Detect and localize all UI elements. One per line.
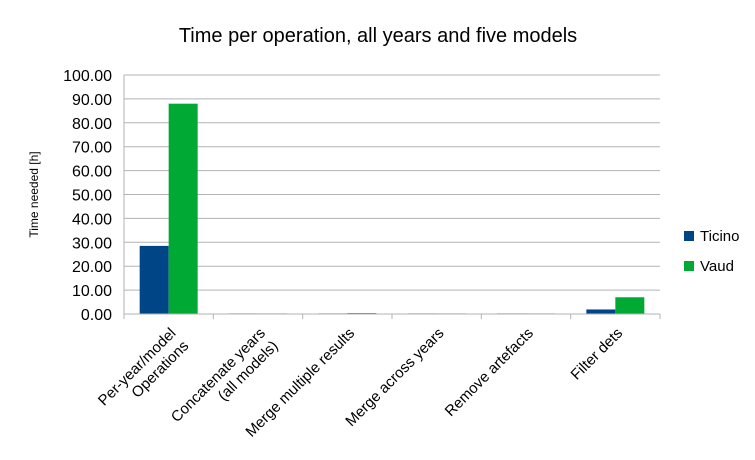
legend-swatch-ticino xyxy=(684,231,694,241)
legend-label-ticino: Ticino xyxy=(700,228,739,245)
x-category-label-line: Filter dets xyxy=(568,325,627,384)
y-axis-label: Time needed [h] xyxy=(27,151,41,237)
y-tick-label: 30.00 xyxy=(72,235,112,252)
x-category-label-line: Merge across years xyxy=(342,325,447,430)
legend-label-vaud: Vaud xyxy=(700,258,734,275)
bars xyxy=(139,103,645,315)
y-tick-label: 80.00 xyxy=(72,116,112,133)
bar-ticino xyxy=(586,309,616,314)
chart-title: Time per operation, all years and five m… xyxy=(179,25,577,47)
y-tick-label: 70.00 xyxy=(72,140,112,157)
y-tick-label: 40.00 xyxy=(72,211,112,228)
y-tick-label: 50.00 xyxy=(72,188,112,205)
y-tick-label: 10.00 xyxy=(72,283,112,300)
y-tick-label: 0.00 xyxy=(81,307,112,324)
legend-swatch-vaud xyxy=(684,261,694,271)
y-tick-label: 20.00 xyxy=(72,259,112,276)
y-tick-label: 100.00 xyxy=(63,68,112,85)
bar-ticino xyxy=(139,245,169,314)
x-category-label-line: Remove artefacts xyxy=(442,325,537,420)
x-category-label: Merge across years xyxy=(342,325,447,430)
y-tick-label: 60.00 xyxy=(72,164,112,181)
gridlines xyxy=(123,74,661,319)
bar-vaud xyxy=(168,103,198,315)
y-axis-ticks: 0.00 10.00 20.00 30.00 40.00 50.00 60.00 70.00 8… xyxy=(63,68,112,324)
y-tick-label: 90.00 xyxy=(72,92,112,109)
bar-vaud xyxy=(615,297,645,314)
legend: Ticino Vaud xyxy=(684,228,739,275)
x-category-label: Remove artefacts xyxy=(442,325,537,420)
x-category-label: Filter dets xyxy=(568,325,627,384)
